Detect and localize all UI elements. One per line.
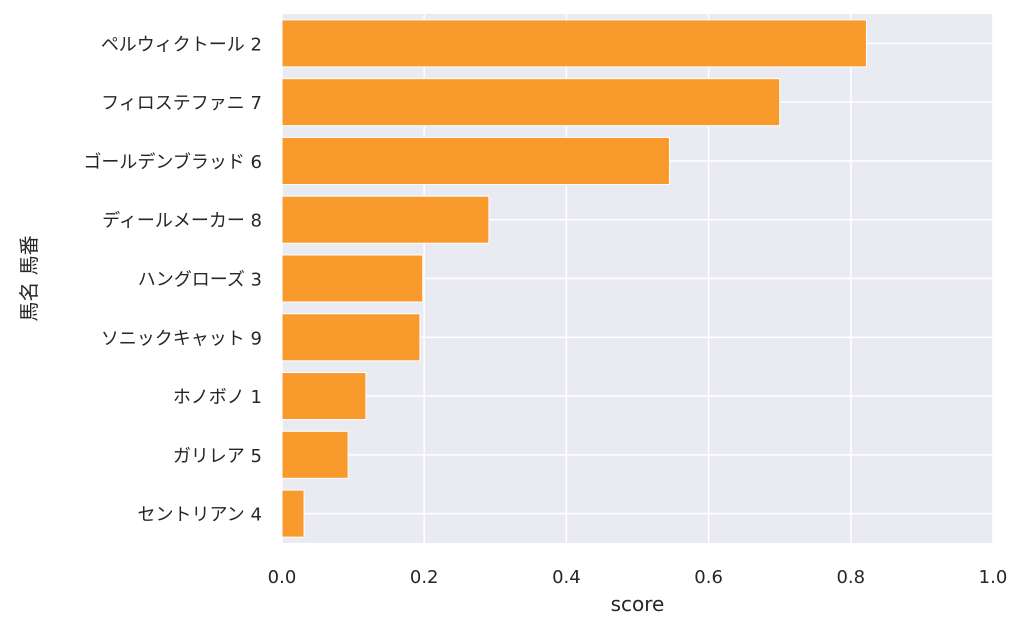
bar (281, 19, 867, 68)
x-tick-label: 0.2 (410, 567, 439, 588)
bar (281, 489, 305, 538)
y-tick-label: ディールメーカー 8 (102, 211, 262, 232)
y-tick-label: ソニックキャット 9 (101, 328, 262, 349)
y-tick-label: ハングローズ 3 (138, 270, 262, 291)
bar (281, 313, 421, 362)
x-tick-label: 1.0 (979, 567, 1008, 588)
x-tick-labels: 0.0 0.2 0.4 0.6 0.8 1.0 (268, 567, 1008, 588)
x-axis-title: score (611, 592, 665, 616)
y-tick-label: セントリアン 4 (138, 505, 262, 526)
bar (281, 254, 424, 303)
y-tick-label: ペルウィクトール 2 (101, 34, 262, 55)
x-tick-label: 0.4 (552, 567, 581, 588)
x-tick-label: 0.8 (836, 567, 865, 588)
x-tick-label: 0.0 (268, 567, 297, 588)
bar (281, 372, 367, 421)
bar (281, 136, 670, 185)
y-tick-label: フィロステファニ 7 (101, 93, 262, 114)
y-tick-label: ガリレア 5 (173, 446, 262, 467)
y-tick-labels: ペルウィクトール 2 フィロステファニ 7 ゴールデンブラッド 6 ディールメーカー … (83, 34, 262, 525)
bars (281, 19, 867, 538)
bar (281, 78, 781, 127)
y-tick-label: ホノボノ 1 (173, 387, 262, 408)
y-tick-label: ゴールデンブラッド 6 (83, 151, 262, 173)
x-tick-label: 0.6 (694, 567, 723, 588)
bar (281, 195, 490, 244)
y-axis-title: 馬名 馬番 (17, 235, 41, 321)
bar (281, 430, 349, 479)
